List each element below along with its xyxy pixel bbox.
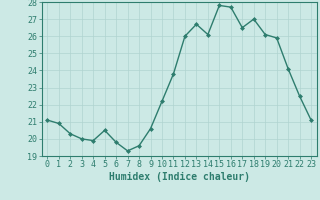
X-axis label: Humidex (Indice chaleur): Humidex (Indice chaleur)	[109, 172, 250, 182]
